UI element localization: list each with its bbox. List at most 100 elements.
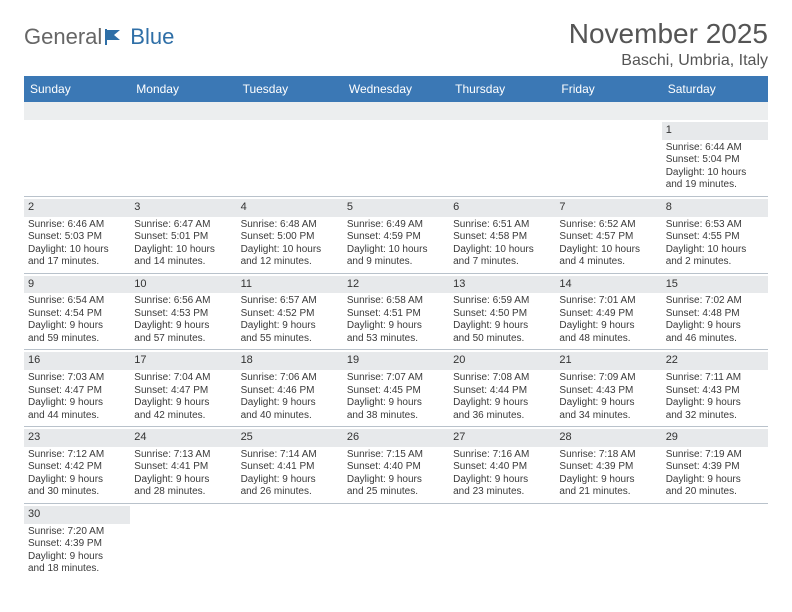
day-cell: 22Sunrise: 7:11 AMSunset: 4:43 PMDayligh… bbox=[662, 350, 768, 426]
day-cell: 5Sunrise: 6:49 AMSunset: 4:59 PMDaylight… bbox=[343, 197, 449, 273]
day2-text: and 34 minutes. bbox=[559, 410, 657, 423]
day2-text: and 19 minutes. bbox=[666, 179, 764, 192]
logo: General Blue bbox=[24, 18, 174, 50]
day-number: 24 bbox=[130, 429, 236, 447]
day1-text: Daylight: 10 hours bbox=[241, 244, 339, 257]
day2-text: and 48 minutes. bbox=[559, 333, 657, 346]
day1-text: Daylight: 9 hours bbox=[241, 474, 339, 487]
day2-text: and 38 minutes. bbox=[347, 410, 445, 423]
day2-text: and 14 minutes. bbox=[134, 256, 232, 269]
day2-text: and 30 minutes. bbox=[28, 486, 126, 499]
sunrise-text: Sunrise: 7:07 AM bbox=[347, 372, 445, 385]
sunrise-text: Sunrise: 6:48 AM bbox=[241, 219, 339, 232]
day1-text: Daylight: 10 hours bbox=[453, 244, 551, 257]
week-row: 23Sunrise: 7:12 AMSunset: 4:42 PMDayligh… bbox=[24, 427, 768, 504]
day-header: Thursday bbox=[449, 76, 555, 102]
day2-text: and 25 minutes. bbox=[347, 486, 445, 499]
calendar: Sunday Monday Tuesday Wednesday Thursday… bbox=[24, 76, 768, 580]
day-cell: 6Sunrise: 6:51 AMSunset: 4:58 PMDaylight… bbox=[449, 197, 555, 273]
day-header: Tuesday bbox=[237, 76, 343, 102]
day1-text: Daylight: 9 hours bbox=[559, 474, 657, 487]
sunset-text: Sunset: 4:47 PM bbox=[134, 385, 232, 398]
sunrise-text: Sunrise: 7:12 AM bbox=[28, 449, 126, 462]
sunset-text: Sunset: 4:48 PM bbox=[666, 308, 764, 321]
sunrise-text: Sunrise: 7:14 AM bbox=[241, 449, 339, 462]
sunrise-text: Sunrise: 7:04 AM bbox=[134, 372, 232, 385]
day2-text: and 36 minutes. bbox=[453, 410, 551, 423]
week-row: 1Sunrise: 6:44 AMSunset: 5:04 PMDaylight… bbox=[24, 120, 768, 197]
sunrise-text: Sunrise: 6:44 AM bbox=[666, 142, 764, 155]
day2-text: and 57 minutes. bbox=[134, 333, 232, 346]
day-cell: 1Sunrise: 6:44 AMSunset: 5:04 PMDaylight… bbox=[662, 120, 768, 196]
day2-text: and 2 minutes. bbox=[666, 256, 764, 269]
sunrise-text: Sunrise: 7:02 AM bbox=[666, 295, 764, 308]
day-cell: 19Sunrise: 7:07 AMSunset: 4:45 PMDayligh… bbox=[343, 350, 449, 426]
day-cell: 29Sunrise: 7:19 AMSunset: 4:39 PMDayligh… bbox=[662, 427, 768, 503]
sunset-text: Sunset: 4:43 PM bbox=[666, 385, 764, 398]
sunset-text: Sunset: 5:04 PM bbox=[666, 154, 764, 167]
day1-text: Daylight: 10 hours bbox=[347, 244, 445, 257]
sunset-text: Sunset: 5:01 PM bbox=[134, 231, 232, 244]
day1-text: Daylight: 9 hours bbox=[666, 397, 764, 410]
sunrise-text: Sunrise: 7:13 AM bbox=[134, 449, 232, 462]
day-number: 27 bbox=[449, 429, 555, 447]
day1-text: Daylight: 10 hours bbox=[134, 244, 232, 257]
sunrise-text: Sunrise: 7:20 AM bbox=[28, 526, 126, 539]
day2-text: and 40 minutes. bbox=[241, 410, 339, 423]
day-cell: 27Sunrise: 7:16 AMSunset: 4:40 PMDayligh… bbox=[449, 427, 555, 503]
day-header: Wednesday bbox=[343, 76, 449, 102]
weeks-container: 1 Sunrise: 6:44 AMSunset: 5:04 PM Daylight… bbox=[24, 120, 768, 580]
day-cell: 18Sunrise: 7:06 AMSunset: 4:46 PMDayligh… bbox=[237, 350, 343, 426]
sunset-text: Sunset: 4:41 PM bbox=[241, 461, 339, 474]
sunrise-text: Sunrise: 6:49 AM bbox=[347, 219, 445, 232]
sunset-text: Sunset: 4:52 PM bbox=[241, 308, 339, 321]
day-cell: 24Sunrise: 7:13 AMSunset: 4:41 PMDayligh… bbox=[130, 427, 236, 503]
day-header: Saturday bbox=[662, 76, 768, 102]
day1-text: Daylight: 9 hours bbox=[453, 320, 551, 333]
location: Baschi, Umbria, Italy bbox=[569, 52, 768, 70]
day-cell: 2Sunrise: 6:46 AMSunset: 5:03 PMDaylight… bbox=[24, 197, 130, 273]
sunrise-text: Sunrise: 6:57 AM bbox=[241, 295, 339, 308]
day-cell: 16Sunrise: 7:03 AMSunset: 4:47 PMDayligh… bbox=[24, 350, 130, 426]
day-cell: 30Sunrise: 7:20 AMSunset: 4:39 PMDayligh… bbox=[24, 504, 130, 580]
flag-icon bbox=[104, 27, 128, 47]
day-number: 7 bbox=[555, 199, 661, 217]
day-cell: 15Sunrise: 7:02 AMSunset: 4:48 PMDayligh… bbox=[662, 274, 768, 350]
day-cell bbox=[130, 120, 236, 196]
day2-text: and 12 minutes. bbox=[241, 256, 339, 269]
day-cell: 7Sunrise: 6:52 AMSunset: 4:57 PMDaylight… bbox=[555, 197, 661, 273]
day2-text: and 50 minutes. bbox=[453, 333, 551, 346]
day2-text: and 32 minutes. bbox=[666, 410, 764, 423]
day-cell: 25 Sunrise: 7:14 AMSunset: 4:41 PMDayligh… bbox=[237, 427, 343, 503]
day-number: 4 bbox=[237, 199, 343, 217]
day-number: 25 bbox=[237, 429, 343, 447]
day-number: 13 bbox=[449, 276, 555, 294]
day-cell: 26Sunrise: 7:15 AMSunset: 4:40 PMDayligh… bbox=[343, 427, 449, 503]
day1-text: Daylight: 9 hours bbox=[347, 320, 445, 333]
sunset-text: Sunset: 4:50 PM bbox=[453, 308, 551, 321]
sunrise-text: Sunrise: 7:11 AM bbox=[666, 372, 764, 385]
day-cell: 21Sunrise: 7:09 AMSunset: 4:43 PMDayligh… bbox=[555, 350, 661, 426]
day-cell: 9Sunrise: 6:54 AMSunset: 4:54 PMDaylight… bbox=[24, 274, 130, 350]
day-number: 1 bbox=[662, 122, 768, 140]
day-cell: 14Sunrise: 7:01 AMSunset: 4:49 PMDayligh… bbox=[555, 274, 661, 350]
day2-text: and 46 minutes. bbox=[666, 333, 764, 346]
logo-text-b: Blue bbox=[130, 24, 174, 50]
day-cell bbox=[449, 120, 555, 196]
day-cell: 28Sunrise: 7:18 AMSunset: 4:39 PMDayligh… bbox=[555, 427, 661, 503]
day2-text: and 9 minutes. bbox=[347, 256, 445, 269]
day1-text: Daylight: 9 hours bbox=[559, 320, 657, 333]
day2-text: and 44 minutes. bbox=[28, 410, 126, 423]
sunrise-text: Sunrise: 7:19 AM bbox=[666, 449, 764, 462]
day2-text: and 42 minutes. bbox=[134, 410, 232, 423]
day-cell: 10Sunrise: 6:56 AMSunset: 4:53 PMDayligh… bbox=[130, 274, 236, 350]
day2-text: and 21 minutes. bbox=[559, 486, 657, 499]
sunset-text: Sunset: 5:03 PM bbox=[28, 231, 126, 244]
day-cell: 20Sunrise: 7:08 AMSunset: 4:44 PMDayligh… bbox=[449, 350, 555, 426]
day2-text: and 17 minutes. bbox=[28, 256, 126, 269]
day-cell: 11Sunrise: 6:57 AMSunset: 4:52 PMDayligh… bbox=[237, 274, 343, 350]
day-number: 9 bbox=[24, 276, 130, 294]
sunrise-text: Sunrise: 6:59 AM bbox=[453, 295, 551, 308]
sunrise-text: Sunrise: 6:51 AM bbox=[453, 219, 551, 232]
day-cell bbox=[555, 504, 661, 580]
